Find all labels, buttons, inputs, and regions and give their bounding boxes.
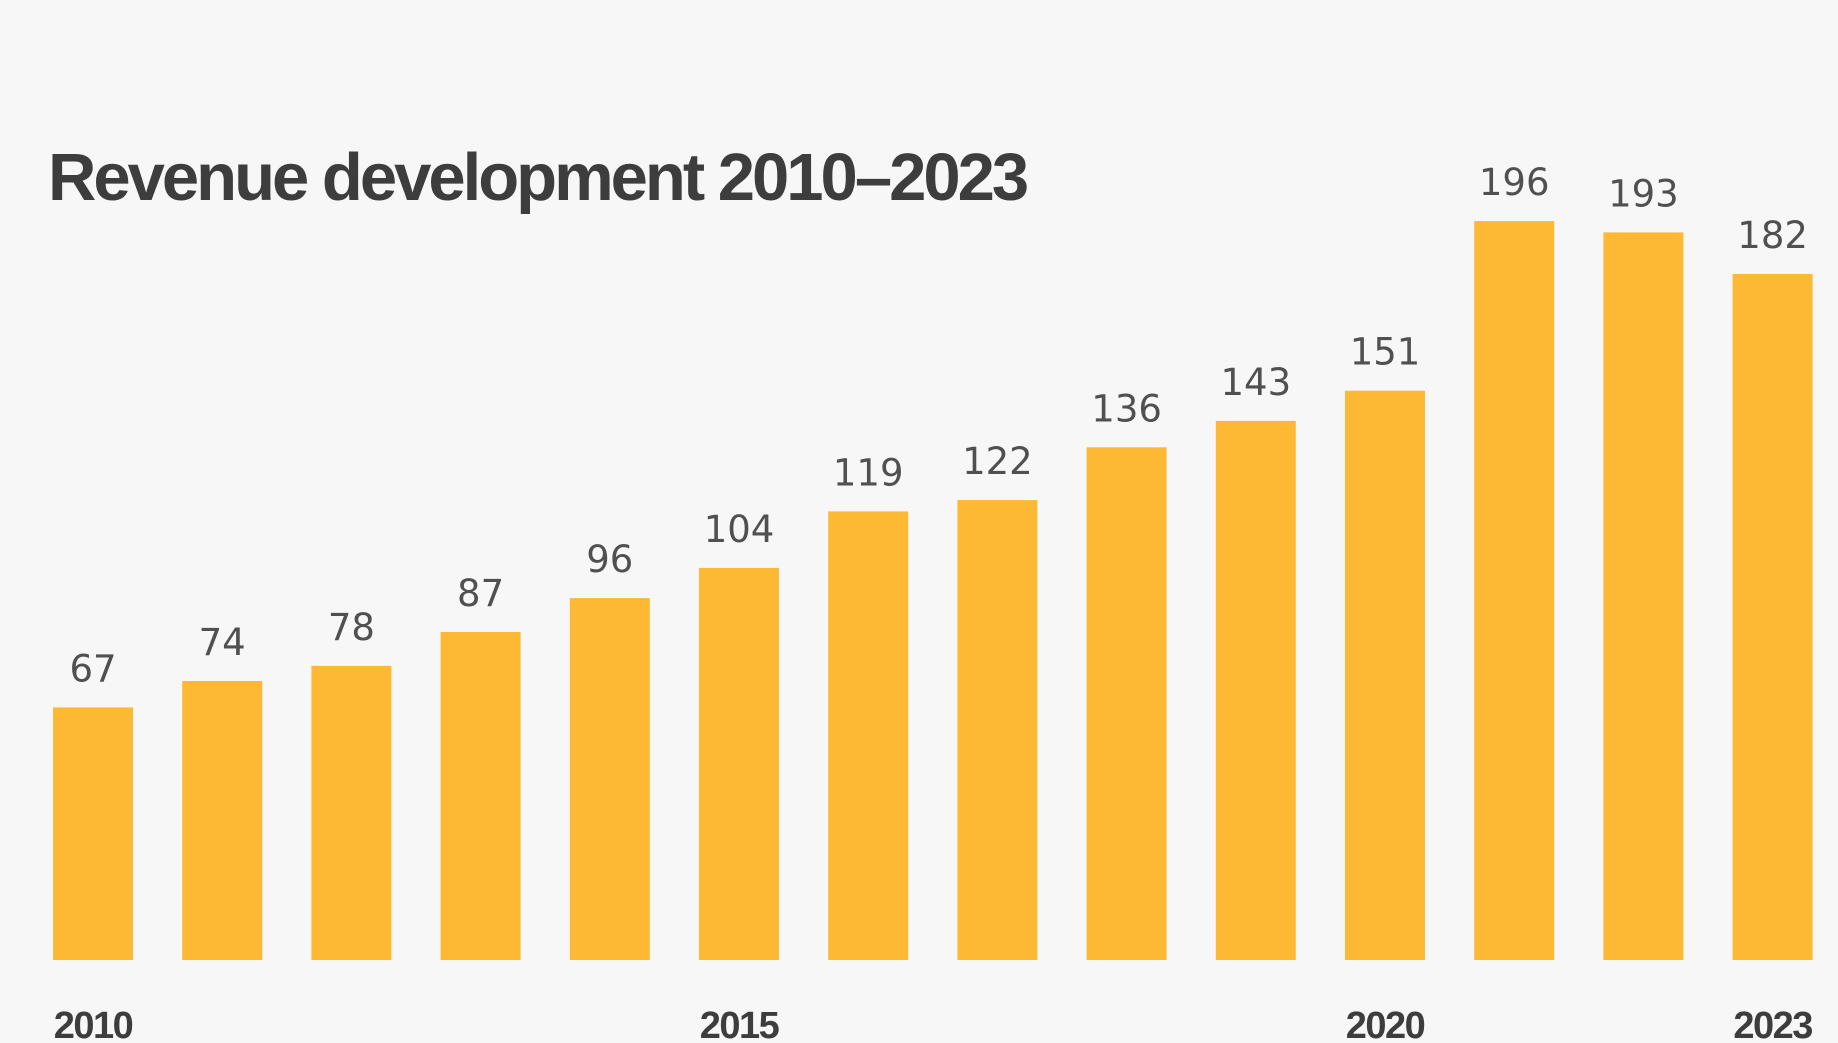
value-label-2023: 182 (1737, 214, 1808, 257)
bar-2011 (182, 681, 263, 960)
value-label-2022: 193 (1608, 172, 1679, 215)
value-label-2019: 143 (1220, 361, 1291, 404)
bar-2013 (440, 632, 521, 960)
bar-2015 (699, 567, 779, 960)
bar-2021 (1474, 221, 1555, 961)
value-label-2014: 96 (586, 538, 633, 581)
value-label-2010: 67 (69, 647, 116, 690)
value-label-2017: 122 (962, 440, 1033, 483)
chart-title: Revenue development 2010–2023 (48, 140, 1027, 215)
bar-2010 (53, 707, 133, 960)
bar-2020 (1345, 390, 1425, 960)
value-label-2015: 104 (704, 508, 775, 551)
bar-2016 (828, 511, 909, 960)
bar-2017 (957, 500, 1038, 960)
value-labels-group: 67 74 78 87 96 104 119 122 136 143 151 196 193 182 (69, 161, 1807, 690)
bar-2023 (1732, 273, 1813, 960)
x-tick-label-2015: 2015 (700, 1005, 780, 1043)
bar-2019 (1215, 420, 1296, 960)
value-label-2018: 136 (1091, 387, 1162, 430)
bar-2022 (1603, 232, 1684, 960)
x-tick-label-2020: 2020 (1346, 1005, 1425, 1043)
bar-2014 (569, 598, 650, 960)
value-label-2016: 119 (833, 451, 904, 494)
value-label-2020: 151 (1350, 331, 1421, 374)
value-label-2021: 196 (1479, 161, 1550, 204)
bars-group (53, 221, 1813, 961)
value-label-2012: 78 (328, 606, 375, 649)
value-label-2011: 74 (199, 621, 246, 664)
bar-2018 (1086, 447, 1167, 960)
x-tick-label-2023: 2023 (1733, 1005, 1812, 1043)
x-tick-label-2010: 2010 (54, 1005, 133, 1043)
value-label-2013: 87 (457, 572, 504, 615)
x-axis-ticks: 2010 2015 2020 2023 (54, 1005, 1814, 1043)
bar-2012 (311, 665, 392, 960)
